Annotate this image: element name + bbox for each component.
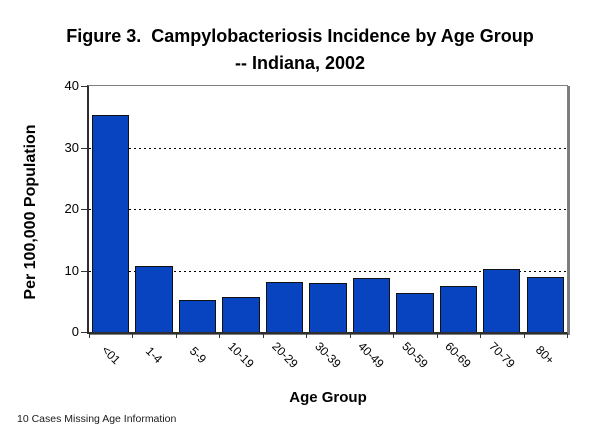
chart-title-line2: -- Indiana, 2002: [234, 53, 366, 73]
gridline-10: [89, 270, 567, 272]
y-tick-label-10: 10: [64, 262, 79, 278]
x-axis-title: Age Group: [289, 389, 367, 406]
bar-<01: [92, 115, 130, 332]
y-tick-label-40: 40: [64, 78, 79, 93]
bar-50-59: [396, 293, 434, 332]
chart-title: Figure 3. Campylobacteriosis Incidence b…: [0, 23, 600, 77]
x-tick-0: [89, 334, 90, 338]
x-tick-7: [393, 334, 395, 338]
footnote: 10 Cases Missing Age Information: [17, 413, 177, 425]
bar-20-29: [265, 282, 304, 332]
y-tick-20: [81, 209, 87, 210]
bar-60-69: [439, 286, 478, 332]
x-tick-4: [262, 334, 264, 338]
bar-1-4: [135, 266, 173, 332]
x-tick-label-text: 20-29: [268, 339, 301, 371]
x-tick-10: [523, 334, 525, 338]
x-tick-label-text: 1-4: [143, 343, 166, 367]
bar-70-79: [483, 269, 521, 332]
y-tick-40: [81, 86, 87, 87]
x-tick-1: [132, 334, 134, 338]
chart-title-line1: Figure 3. Campylobacteriosis Incidence b…: [66, 26, 534, 46]
y-tick-label-20: 20: [64, 201, 79, 216]
y-tick-0: [81, 332, 87, 333]
gridline-20: [89, 209, 567, 210]
x-tick-11: [567, 334, 568, 338]
y-tick-10: [81, 270, 87, 272]
x-tick-label-text: <01: [98, 342, 123, 368]
bar-5-9: [178, 300, 217, 332]
x-tick-label-text: 5-9: [186, 343, 209, 367]
x-tick-2: [175, 334, 177, 338]
x-tick-label-text: 50-59: [399, 339, 431, 371]
y-tick-label-30: 30: [64, 139, 79, 155]
x-tick-label-text: 70-79: [486, 339, 518, 371]
x-tick-9: [480, 334, 482, 338]
y-tick-label-0: 0: [71, 324, 79, 339]
bar-80+: [526, 277, 564, 332]
x-tick-label-text: 40-49: [355, 339, 388, 371]
y-tick-30: [81, 147, 87, 149]
x-tick-6: [349, 334, 351, 338]
x-tick-8: [436, 334, 438, 338]
plot-area: Age Group 0 10 20 30 40 <01 1-4 5-9 10-19 20-29 30…: [65, 79, 568, 406]
x-tick-label-text: 60-69: [442, 339, 475, 371]
x-tick-label-text: 10-19: [225, 339, 257, 371]
bar-10-19: [222, 297, 260, 332]
x-tick-3: [219, 334, 221, 338]
x-tick-label-text: 80+: [533, 342, 558, 368]
y-axis-title: Per 100,000 Population: [22, 124, 39, 300]
bar-40-49: [352, 278, 391, 332]
x-tick-5: [306, 334, 308, 338]
bar-30-39: [309, 283, 347, 332]
x-tick-label-text: 30-39: [312, 339, 344, 371]
gridline-30: [89, 147, 567, 149]
